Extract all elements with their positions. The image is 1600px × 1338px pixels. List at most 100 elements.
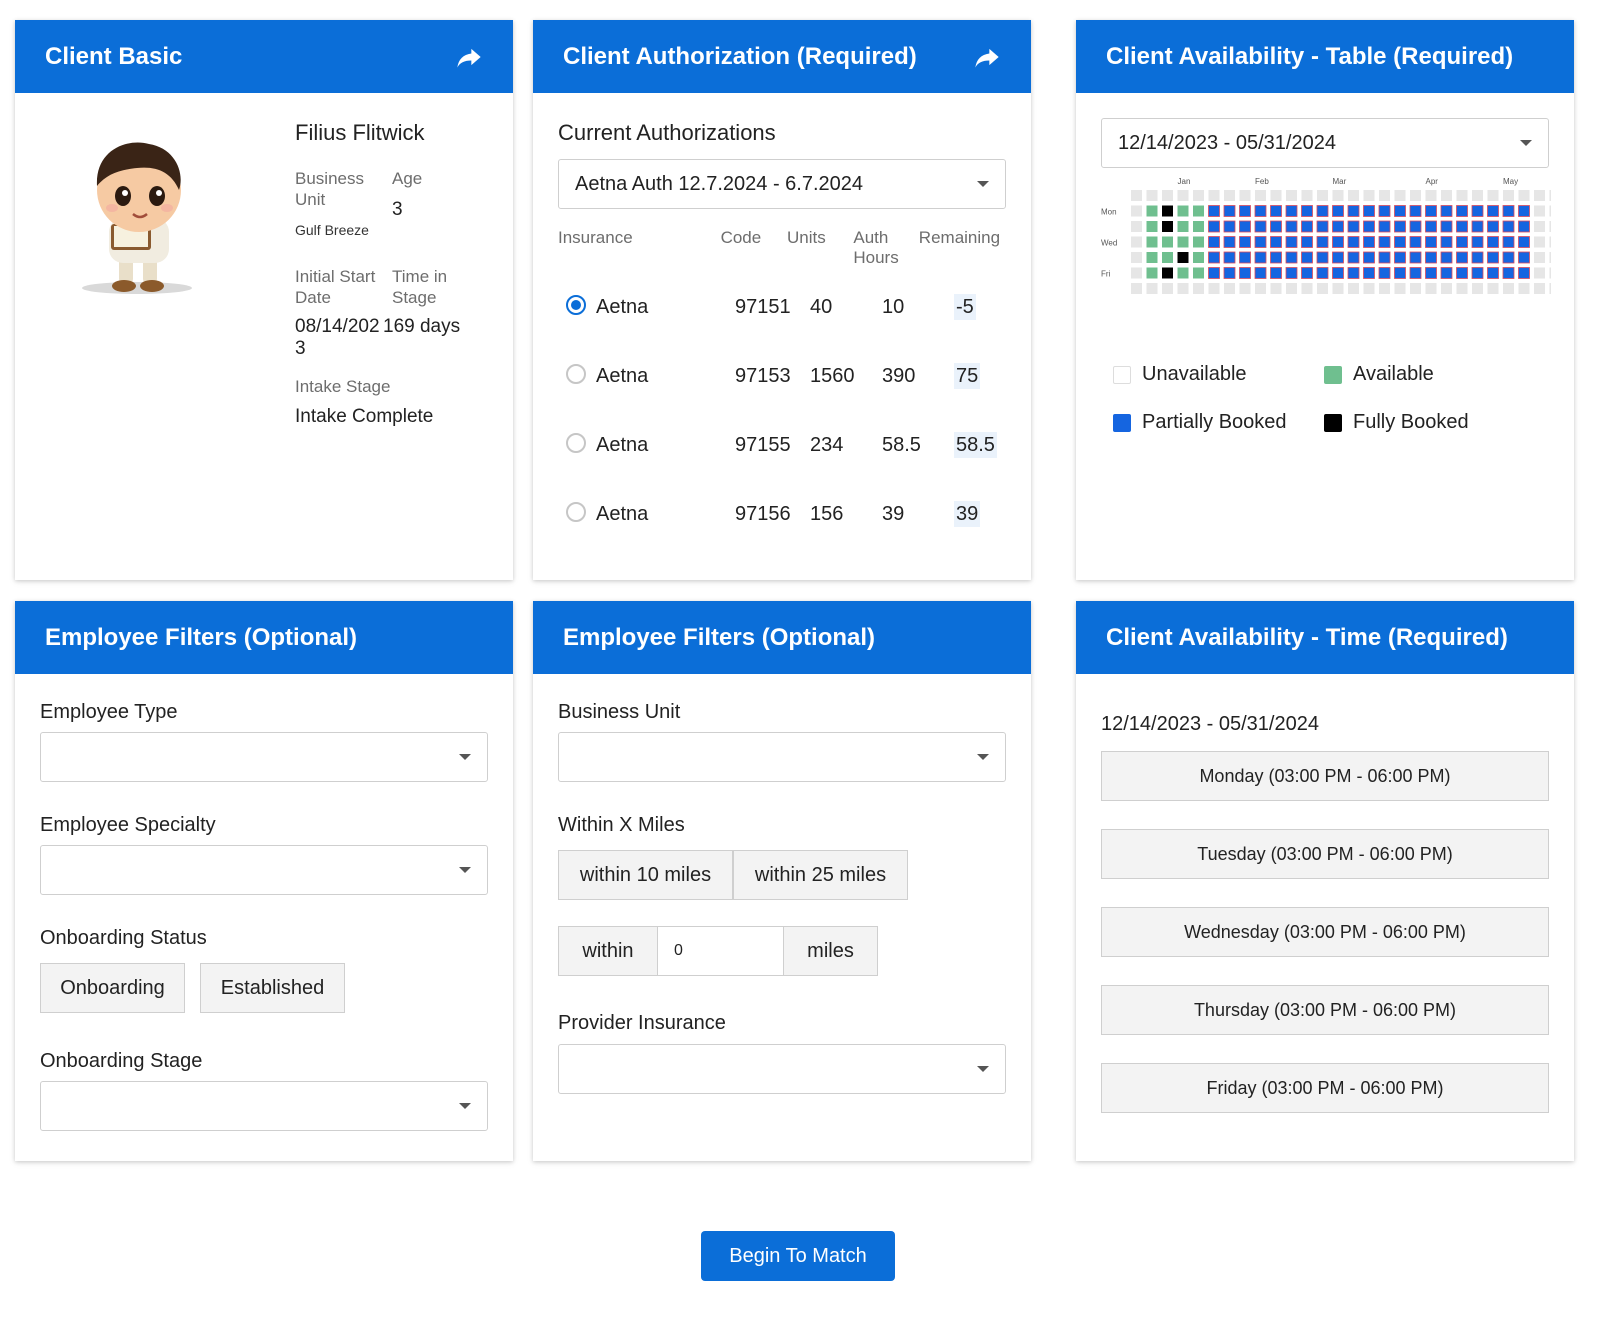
heatmap-cell[interactable]: [1363, 220, 1375, 233]
heatmap-cell[interactable]: [1425, 267, 1437, 279]
employee-specialty-select[interactable]: [40, 845, 488, 895]
heatmap-cell[interactable]: [1208, 190, 1220, 201]
heatmap-cell[interactable]: [1224, 190, 1235, 201]
heatmap-cell[interactable]: [1332, 267, 1344, 279]
heatmap-cell[interactable]: [1503, 190, 1514, 201]
heatmap-cell[interactable]: [1239, 220, 1251, 233]
heatmap-cell[interactable]: [1409, 267, 1422, 279]
share-icon[interactable]: [973, 43, 1001, 71]
heatmap-cell[interactable]: [1502, 267, 1515, 279]
heatmap-cell[interactable]: [1255, 283, 1266, 294]
heatmap-cell[interactable]: [1410, 190, 1421, 201]
heatmap-cell[interactable]: [1301, 283, 1313, 294]
heatmap-cell[interactable]: [1534, 205, 1545, 217]
onboarding-stage-select[interactable]: [40, 1081, 488, 1131]
time-slot-tuesday[interactable]: Tuesday (03:00 PM - 06:00 PM): [1101, 829, 1549, 879]
heatmap-cell[interactable]: [1549, 236, 1552, 248]
heatmap-cell[interactable]: [1177, 190, 1189, 201]
heatmap-cell[interactable]: [1379, 283, 1390, 294]
authorization-row[interactable]: Aetna 97156 156 39 39: [558, 480, 1008, 549]
heatmap-cell[interactable]: [1162, 252, 1173, 263]
heatmap-cell[interactable]: [1254, 267, 1267, 279]
heatmap-cell[interactable]: [1518, 283, 1530, 294]
heatmap-cell[interactable]: [1270, 251, 1282, 264]
heatmap-cell[interactable]: [1487, 220, 1499, 233]
heatmap-cell[interactable]: [1409, 220, 1422, 233]
heatmap-cell[interactable]: [1332, 251, 1344, 264]
heatmap-cell[interactable]: [1270, 236, 1282, 248]
heatmap-cell[interactable]: [1409, 205, 1422, 217]
heatmap-cell[interactable]: [1316, 220, 1329, 233]
heatmap-cell[interactable]: [1316, 205, 1329, 217]
heatmap-cell[interactable]: [1347, 236, 1360, 248]
heatmap-cell[interactable]: [1456, 236, 1468, 248]
heatmap-cell[interactable]: [1285, 236, 1298, 248]
heatmap-cell[interactable]: [1503, 283, 1514, 294]
heatmap-cell[interactable]: [1131, 190, 1142, 201]
heatmap-cell[interactable]: [1131, 267, 1142, 279]
heatmap-cell[interactable]: [1502, 220, 1515, 233]
heatmap-cell[interactable]: [1239, 251, 1251, 264]
authorization-select[interactable]: Aetna Auth 12.7.2024 - 6.7.2024: [558, 159, 1006, 209]
heatmap-cell[interactable]: [1348, 190, 1359, 201]
heatmap-cell[interactable]: [1131, 283, 1142, 294]
heatmap-cell[interactable]: [1425, 236, 1437, 248]
heatmap-cell[interactable]: [1193, 283, 1204, 294]
employee-type-select[interactable]: [40, 732, 488, 782]
heatmap-cell[interactable]: [1347, 205, 1360, 217]
heatmap-cell[interactable]: [1471, 220, 1484, 233]
heatmap-cell[interactable]: [1317, 190, 1328, 201]
heatmap-cell[interactable]: [1471, 251, 1484, 264]
heatmap-cell[interactable]: [1472, 283, 1483, 294]
availability-range-select[interactable]: 12/14/2023 - 05/31/2024: [1101, 118, 1549, 168]
business-unit-select[interactable]: [558, 732, 1006, 782]
auth-radio-selected[interactable]: [566, 294, 586, 315]
heatmap-cell[interactable]: [1146, 283, 1158, 294]
heatmap-cell[interactable]: [1378, 205, 1391, 217]
heatmap-cell[interactable]: [1472, 190, 1483, 201]
within-10-miles-button[interactable]: within 10 miles: [558, 850, 733, 900]
heatmap-cell[interactable]: [1177, 283, 1189, 294]
heatmap-cell[interactable]: [1254, 251, 1267, 264]
heatmap-cell[interactable]: [1456, 283, 1468, 294]
heatmap-cell[interactable]: [1410, 283, 1421, 294]
heatmap-cell[interactable]: [1394, 190, 1406, 201]
heatmap-cell[interactable]: [1177, 267, 1189, 279]
heatmap-cell[interactable]: [1255, 190, 1266, 201]
heatmap-cell[interactable]: [1162, 236, 1173, 248]
heatmap-cell[interactable]: [1223, 220, 1236, 233]
heatmap-cell[interactable]: [1270, 205, 1282, 217]
heatmap-cell[interactable]: [1208, 283, 1220, 294]
heatmap-cell[interactable]: [1409, 251, 1422, 264]
heatmap-cell[interactable]: [1146, 236, 1158, 248]
heatmap-cell[interactable]: [1487, 283, 1499, 294]
heatmap-cell[interactable]: [1378, 236, 1391, 248]
heatmap-cell[interactable]: [1456, 190, 1468, 201]
heatmap-cell[interactable]: [1534, 267, 1545, 279]
heatmap-cell[interactable]: [1518, 220, 1530, 233]
begin-to-match-button[interactable]: Begin To Match: [701, 1231, 895, 1281]
heatmap-cell[interactable]: [1549, 221, 1552, 232]
heatmap-cell[interactable]: [1440, 236, 1453, 248]
heatmap-cell[interactable]: [1162, 190, 1173, 201]
heatmap-cell[interactable]: [1378, 251, 1391, 264]
heatmap-cell[interactable]: [1534, 236, 1545, 248]
within-25-miles-button[interactable]: within 25 miles: [733, 850, 908, 900]
heatmap-cell[interactable]: [1332, 190, 1344, 201]
heatmap-cell[interactable]: [1487, 267, 1499, 279]
heatmap-cell[interactable]: [1471, 267, 1484, 279]
heatmap-cell[interactable]: [1534, 221, 1545, 232]
heatmap-cell[interactable]: [1440, 251, 1453, 264]
heatmap-cell[interactable]: [1440, 267, 1453, 279]
heatmap-cell[interactable]: [1193, 267, 1204, 279]
heatmap-cell[interactable]: [1223, 236, 1236, 248]
heatmap-cell[interactable]: [1363, 190, 1375, 201]
heatmap-cell[interactable]: [1394, 236, 1406, 248]
heatmap-cell[interactable]: [1239, 236, 1251, 248]
onboarding-button[interactable]: Onboarding: [40, 963, 185, 1013]
miles-input[interactable]: 0: [658, 926, 783, 976]
heatmap-cell[interactable]: [1440, 220, 1453, 233]
heatmap-cell[interactable]: [1239, 190, 1251, 201]
heatmap-cell[interactable]: [1131, 252, 1142, 263]
heatmap-cell[interactable]: [1441, 283, 1452, 294]
